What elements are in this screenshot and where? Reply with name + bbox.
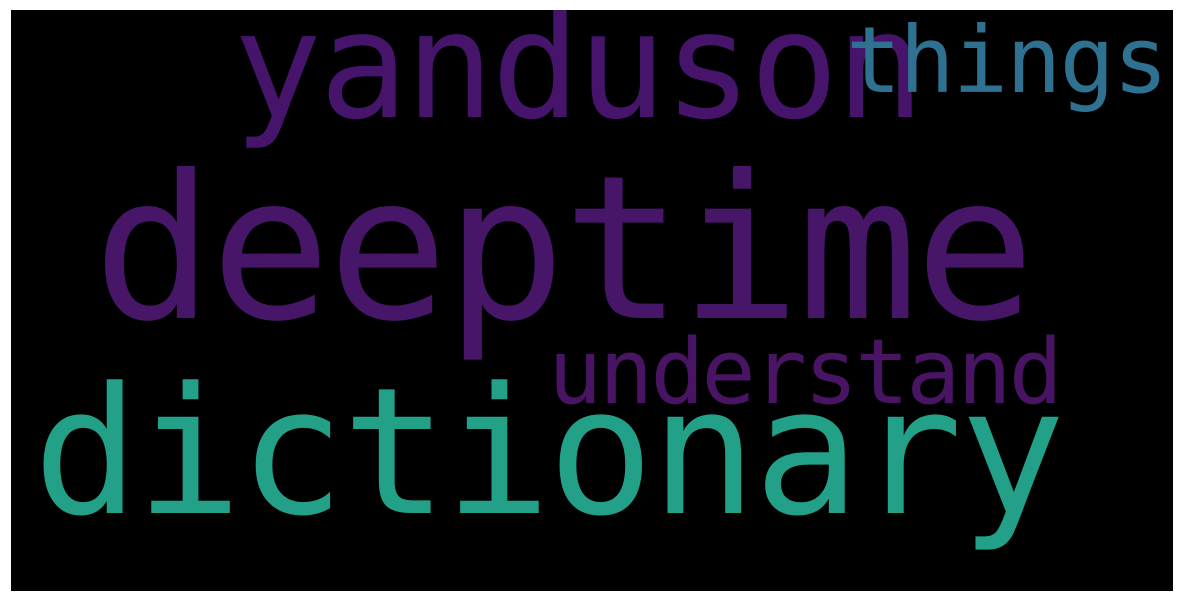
word-yanduson: yanduson [233, 10, 925, 152]
word-cloud-canvas: yanduson things deeptime understand dict… [11, 10, 1173, 591]
word-understand: understand [548, 320, 1063, 425]
word-deeptime: deeptime [93, 133, 1035, 366]
word-dictionary: dictionary [33, 350, 1066, 555]
word-things: things [846, 10, 1168, 114]
